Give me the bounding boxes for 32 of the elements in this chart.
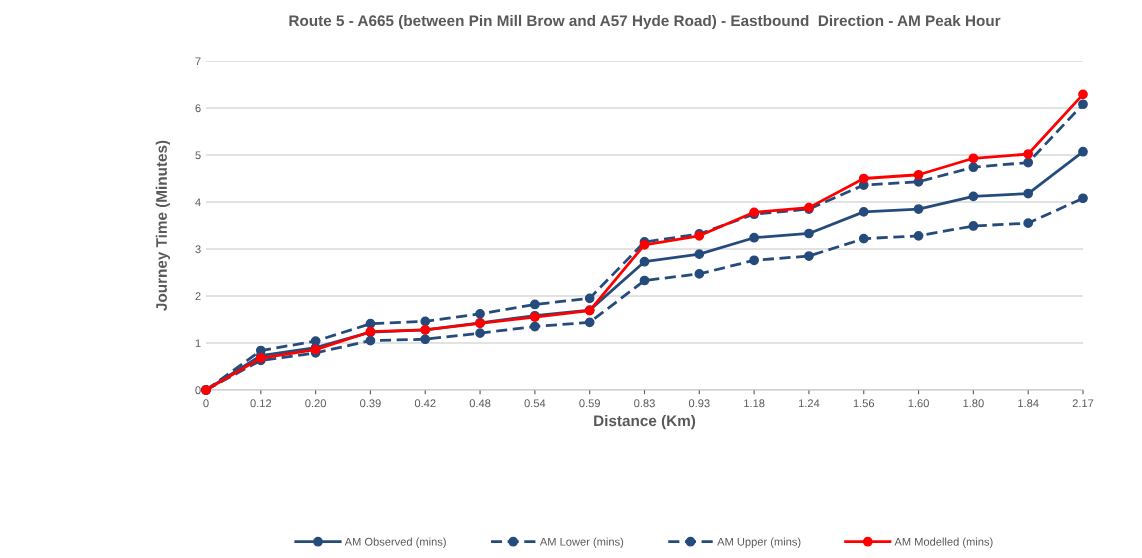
x-tick-label: 0.12 bbox=[250, 399, 272, 408]
x-tick-label: 0.54 bbox=[524, 399, 546, 408]
x-tick-label: 1.18 bbox=[744, 399, 765, 408]
y-axis-title: Journey Time (Minutes) bbox=[155, 140, 170, 311]
legend-label: AM Upper (mins) bbox=[717, 537, 801, 548]
y-tick-label: 0 bbox=[195, 386, 201, 395]
y-tick-label: 3 bbox=[195, 245, 201, 254]
x-tick-label: 0.20 bbox=[305, 399, 326, 408]
y-tick-label: 2 bbox=[195, 292, 201, 301]
x-tick-label: 2.17 bbox=[1072, 399, 1094, 408]
x-tick-label: 1.80 bbox=[963, 399, 984, 408]
x-axis-title: Distance (Km) bbox=[594, 414, 696, 430]
y-tick-label: 5 bbox=[195, 151, 201, 160]
x-tick-label: 0.93 bbox=[688, 399, 710, 408]
x-tick-label: 1.60 bbox=[908, 399, 929, 408]
y-tick-label: 1 bbox=[195, 339, 201, 348]
x-tick-label: 1.84 bbox=[1018, 399, 1039, 408]
y-tick-label: 4 bbox=[195, 198, 201, 207]
legend-label: AM Modelled (mins) bbox=[894, 537, 993, 548]
chart-title: Route 5 - A665 (between Pin Mill Brow and A57 Hyde Road) - Eastbound Direction - AM Peak Hour bbox=[289, 14, 1001, 30]
x-tick-label: 0.59 bbox=[579, 399, 600, 408]
x-tick-label: 0.48 bbox=[469, 399, 491, 408]
x-tick-label: 1.24 bbox=[798, 399, 820, 408]
x-tick-label: 1.56 bbox=[853, 399, 875, 408]
legend-label: AM Observed (mins) bbox=[344, 537, 446, 548]
x-tick-label: 0.83 bbox=[634, 399, 655, 408]
y-tick-label: 6 bbox=[195, 104, 201, 113]
x-tick-label: 0 bbox=[203, 399, 209, 408]
legend-label: AM Lower (mins) bbox=[539, 537, 624, 548]
x-tick-label: 0.42 bbox=[414, 399, 436, 408]
y-tick-label: 7 bbox=[195, 57, 201, 66]
x-tick-label: 0.39 bbox=[360, 399, 381, 408]
